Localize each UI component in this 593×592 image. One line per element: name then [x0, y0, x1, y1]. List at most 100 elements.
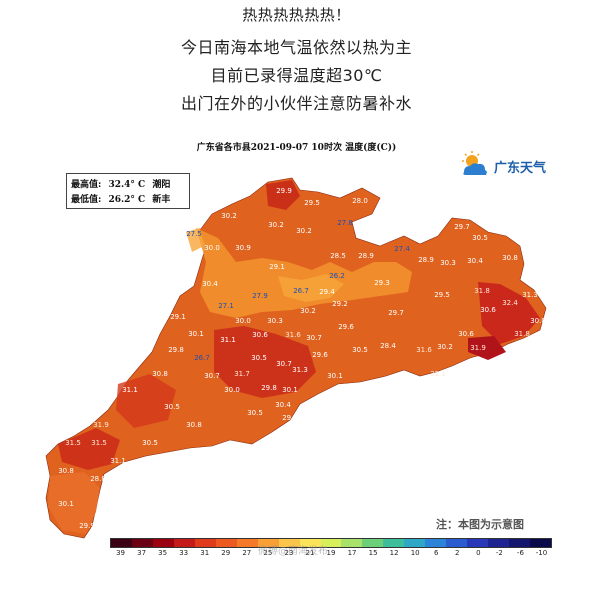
station-temperature: 31.9 [470, 344, 486, 352]
legend-tick-label: -2 [495, 549, 503, 557]
max-label: 最高值: [71, 180, 102, 190]
hot-zone-north [266, 180, 300, 210]
station-temperature: 31.3 [522, 291, 538, 299]
station-temperature: 30.8 [502, 254, 518, 262]
station-temperature: 31.1 [122, 386, 138, 394]
station-temperature: 31.6 [416, 346, 432, 354]
station-temperature: 30.1 [327, 372, 343, 380]
legend-swatch [530, 539, 552, 547]
hot-zone-west [116, 374, 176, 428]
station-temperature: 29.5 [434, 291, 450, 299]
station-temperature: 27.1 [218, 302, 234, 310]
legend-tick-label: 12 [389, 549, 399, 557]
station-temperature: 30.6 [458, 330, 474, 338]
min-place: 新丰 [152, 195, 171, 205]
min-value: 26.2° C [108, 195, 146, 205]
hot-zone-east [478, 282, 540, 344]
legend-tick-label: 39 [116, 549, 125, 557]
station-temperature: 30.3 [267, 317, 283, 325]
station-temperature: 27.9 [252, 292, 268, 300]
legend-tick-label: 15 [368, 549, 378, 557]
station-temperature: 30.5 [247, 409, 263, 417]
station-temperature: 30.1 [188, 330, 204, 338]
station-temperature: 30.5 [164, 403, 180, 411]
station-temperature: 30.7 [306, 334, 322, 342]
legend-swatch [383, 539, 405, 547]
legend-bar [110, 538, 552, 548]
station-temperature: 29.8 [237, 444, 253, 452]
station-temperature: 26.7 [194, 354, 210, 362]
station-temperature: 30.0 [235, 317, 251, 325]
legend-swatch [509, 539, 531, 547]
peninsula-zone [48, 472, 100, 534]
station-temperature: 30.7 [204, 372, 220, 380]
station-temperature: 29.8 [261, 384, 277, 392]
legend-swatch [215, 539, 237, 547]
map-note: 注：本图为示意图 [436, 518, 524, 531]
color-legend: 39 37 35 33 31 29 27 25 23 21 19 17 15 12 10 6 2 0 -2 -6 -10 [110, 538, 552, 559]
legend-swatch [257, 539, 279, 547]
station-temperature: 30.7 [276, 360, 292, 368]
station-temperature: 30.0 [530, 317, 546, 325]
station-temperature: 30.4 [275, 401, 291, 409]
legend-tick-label: 35 [158, 549, 168, 557]
station-temperature: 29.4 [319, 288, 335, 296]
station-temperature: 29.1 [170, 313, 186, 321]
legend-swatch [446, 539, 468, 547]
cool-zone-northwest [186, 228, 204, 252]
station-temperature: 29.6 [312, 351, 328, 359]
station-temperature: 29.2 [332, 300, 348, 308]
station-temperature: 31.1 [220, 336, 236, 344]
cool-zone-north [196, 228, 412, 318]
station-temperature: 29.9 [276, 187, 292, 195]
logo: 广东天气 [458, 150, 554, 180]
hot-zone-zhanjiang [58, 428, 120, 470]
station-temperature: 31.8 [514, 330, 530, 338]
station-temperature: 31.5 [65, 439, 81, 447]
station-temperature: 30.2 [296, 227, 312, 235]
min-row: 最低值: 26.2° C 新丰 [71, 192, 174, 205]
hot-zone-pearl-delta [214, 326, 316, 398]
station-temperature: 28.8 [90, 475, 106, 483]
station-temperature: 30.5 [251, 354, 267, 362]
legend-tick-label: 23 [284, 549, 294, 557]
logo-text: 广东天气 [494, 161, 547, 176]
headline-3: 目前已录得温度超30℃ [210, 66, 383, 85]
legend-tick-label: 17 [347, 549, 357, 557]
station-temperature: 29.8 [282, 414, 298, 422]
legend-tick-label: 0 [476, 549, 481, 557]
legend-swatch [194, 539, 216, 547]
station-temperature: 26.7 [293, 287, 309, 295]
station-temperature: 29.1 [269, 263, 285, 271]
station-temperature: 29.8 [168, 346, 184, 354]
station-temperature: 29.5 [304, 199, 320, 207]
station-temperature: 30.8 [152, 370, 168, 378]
max-place: 潮阳 [152, 180, 171, 190]
max-row: 最高值: 32.4° C 潮阳 [71, 177, 174, 190]
station-temperature: 28.4 [380, 342, 396, 350]
legend-swatch [111, 539, 132, 547]
legend-tick-label: -6 [516, 549, 524, 557]
legend-swatch [488, 539, 510, 547]
station-temperature: 29.3 [374, 279, 390, 287]
station-temperature: 30.3 [440, 259, 456, 267]
station-temperature: 30.2 [437, 343, 453, 351]
legend-swatch [320, 539, 342, 547]
legend-tick-label: 25 [263, 549, 273, 557]
cool-zone-center [278, 274, 344, 302]
legend-tick-label: 21 [305, 549, 315, 557]
station-temperature: 30.0 [224, 386, 240, 394]
legend-tick-label: 31 [200, 549, 210, 557]
legend-ticks: 39 37 35 33 31 29 27 25 23 21 19 17 15 12 10 6 2 0 -2 -6 -10 [110, 548, 552, 559]
station-temperature: 31.8 [474, 287, 490, 295]
legend-tick-label: 27 [242, 549, 252, 557]
station-temperature: 30.8 [186, 421, 202, 429]
max-value: 32.4° C [108, 180, 146, 190]
station-temperature: 29.9 [79, 522, 95, 530]
station-temperature: 30.2 [300, 307, 316, 315]
station-temperature: 31.5 [91, 439, 107, 447]
station-temperature: 27.8 [337, 219, 353, 227]
sun-cloud-icon [462, 151, 487, 175]
station-temperature: 32.4 [502, 299, 518, 307]
station-temperature: 31.3 [292, 366, 308, 374]
